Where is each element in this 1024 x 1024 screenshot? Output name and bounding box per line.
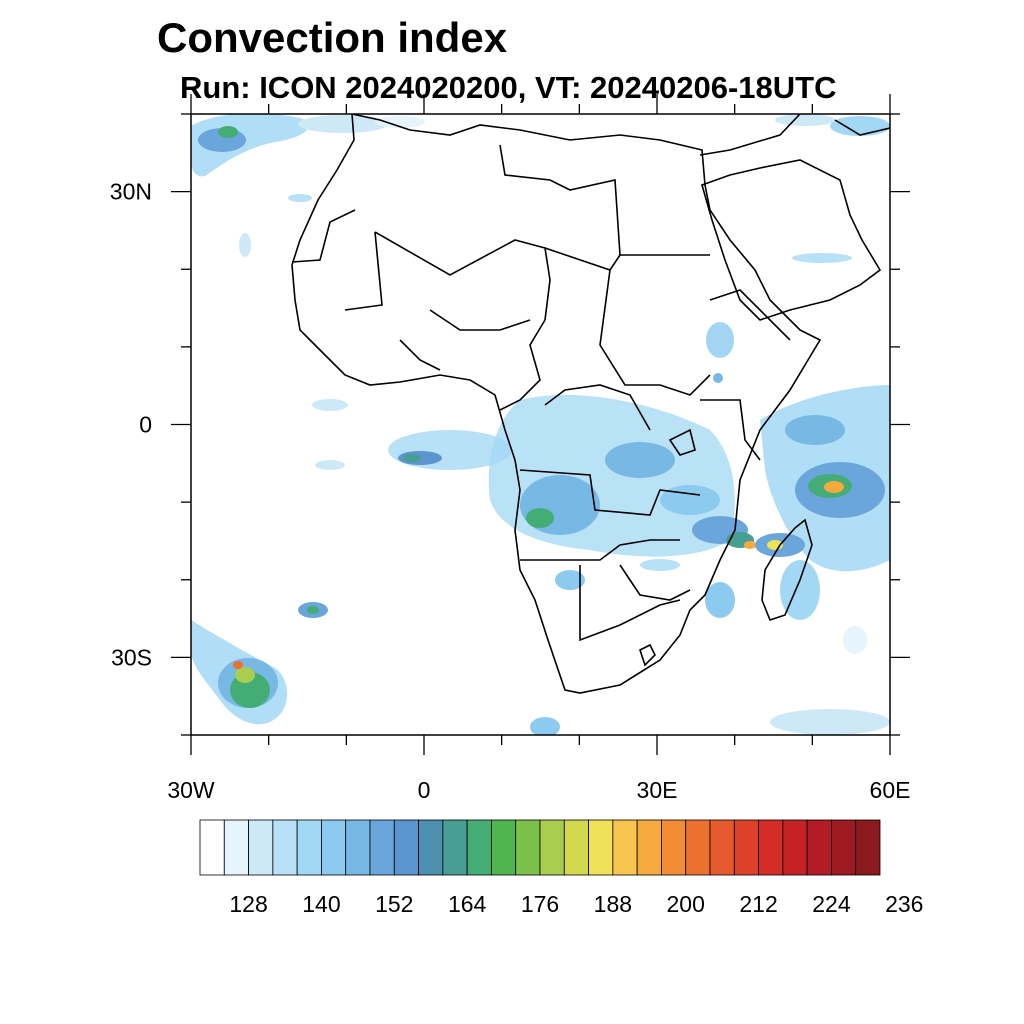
colorbar-swatch	[661, 819, 687, 876]
colorbar-label: 164	[448, 891, 487, 917]
colorbar-swatch	[223, 819, 249, 876]
y-tick-label: 30S	[111, 644, 152, 670]
colorbar-swatch	[855, 819, 881, 876]
colorbar-label: 128	[229, 891, 267, 917]
colorbar-swatch	[369, 819, 395, 876]
colorbar-swatch	[831, 819, 857, 876]
colorbar-label: 188	[594, 891, 632, 917]
colorbar-swatch	[612, 819, 638, 876]
colorbar-swatch	[758, 819, 784, 876]
y-tick-label: 30N	[110, 179, 152, 205]
colorbar-swatch	[345, 819, 371, 876]
axis-tick-labels: 30W 0 30E 60E 30N 0 30S	[110, 179, 911, 803]
coastlines-and-borders	[291, 114, 890, 694]
colorbar-swatch	[709, 819, 735, 876]
y-tick-label: 0	[139, 412, 152, 438]
colorbar-swatch	[782, 819, 808, 876]
colorbar-swatch	[588, 819, 614, 876]
map-subtitle: Run: ICON 2024020200, VT: 20240206-18UTC	[180, 70, 837, 105]
x-tick-label: 30W	[167, 777, 215, 803]
colorbar-swatch	[442, 819, 468, 876]
colorbar-label: 236	[885, 891, 923, 917]
colorbar-swatch	[806, 819, 832, 876]
colorbar-swatch	[636, 819, 662, 876]
colorbar-label: 224	[812, 891, 851, 917]
x-tick-label: 0	[418, 777, 431, 803]
x-tick-label: 60E	[870, 777, 911, 803]
colorbar-swatch	[296, 819, 322, 876]
convection-field	[191, 114, 890, 735]
colorbar-swatch	[393, 819, 419, 876]
colorbar-swatch	[199, 819, 225, 876]
colorbar-swatch	[272, 819, 298, 876]
colorbar-swatch	[418, 819, 444, 876]
colorbar-swatch	[733, 819, 759, 876]
colorbar-swatch	[515, 819, 541, 876]
colorbar-swatch	[321, 819, 347, 876]
colorbar-swatch	[539, 819, 565, 876]
axis-ticks	[171, 94, 910, 755]
colorbar: 128 140 152 164 176 188 200 212 224 236	[199, 819, 923, 917]
colorbar-label: 140	[302, 891, 340, 917]
colorbar-label: 212	[739, 891, 777, 917]
colorbar-swatch	[563, 819, 589, 876]
map-title: Convection index	[157, 14, 508, 61]
colorbar-label: 200	[667, 891, 705, 917]
colorbar-swatch	[248, 819, 274, 876]
colorbar-swatch	[491, 819, 517, 876]
colorbar-label: 152	[375, 891, 413, 917]
x-tick-label: 30E	[637, 777, 678, 803]
colorbar-swatch	[685, 819, 711, 876]
colorbar-label: 176	[521, 891, 559, 917]
colorbar-swatch	[466, 819, 492, 876]
